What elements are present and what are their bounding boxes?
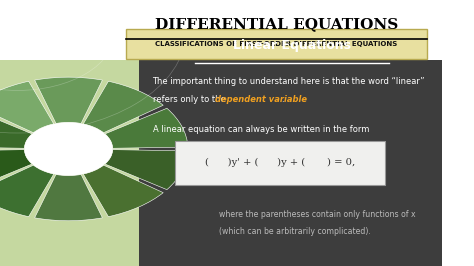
Bar xyxy=(139,60,442,266)
Wedge shape xyxy=(0,81,54,133)
Text: (      )y' + (      )y + (       ) = 0,: ( )y' + ( )y + ( ) = 0, xyxy=(205,158,355,167)
Text: Linear Equations: Linear Equations xyxy=(233,39,351,52)
Wedge shape xyxy=(0,108,32,148)
Text: (which can be arbitrarily complicated).: (which can be arbitrarily complicated). xyxy=(219,227,371,236)
Bar xyxy=(0,0,442,60)
Wedge shape xyxy=(35,174,102,221)
Wedge shape xyxy=(0,150,32,190)
Text: The important thing to understand here is that the word “linear”: The important thing to understand here i… xyxy=(153,77,425,86)
Bar xyxy=(174,141,384,185)
Text: .: . xyxy=(281,95,284,104)
Circle shape xyxy=(24,122,113,176)
Wedge shape xyxy=(83,165,163,217)
Wedge shape xyxy=(105,150,188,190)
Bar xyxy=(126,28,427,59)
Wedge shape xyxy=(105,108,188,148)
Text: CLASSIFICATIONS OF FIRST-ORDER DIFFERENTIAL EQUATIONS: CLASSIFICATIONS OF FIRST-ORDER DIFFERENT… xyxy=(155,40,397,47)
Bar xyxy=(0,60,139,266)
Wedge shape xyxy=(83,81,163,133)
Text: DIFFERENTIAL EQUATIONS: DIFFERENTIAL EQUATIONS xyxy=(155,17,398,31)
Text: A linear equation can always be written in the form: A linear equation can always be written … xyxy=(153,124,369,134)
Wedge shape xyxy=(0,165,54,217)
Text: dependent variable: dependent variable xyxy=(215,95,307,104)
Text: refers only to the: refers only to the xyxy=(153,95,228,104)
Text: where the parentheses contain only functions of x: where the parentheses contain only funct… xyxy=(219,210,416,219)
Wedge shape xyxy=(35,77,102,123)
